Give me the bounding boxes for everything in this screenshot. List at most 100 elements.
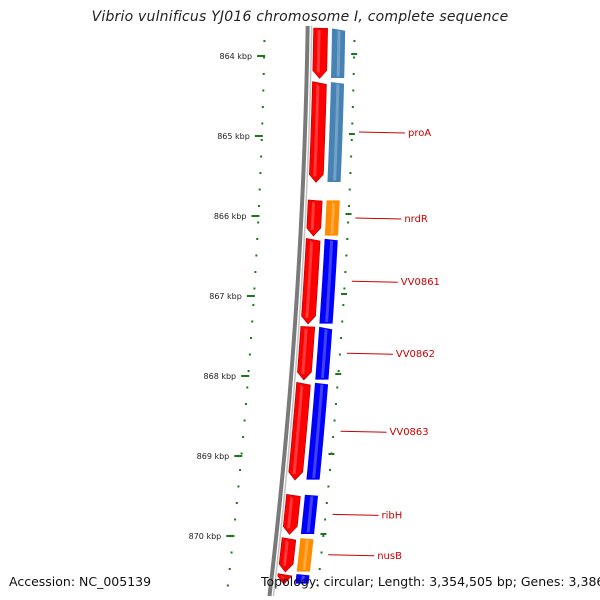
minor-tick-right	[341, 320, 344, 323]
minor-tick-left	[230, 551, 233, 554]
minor-tick-right	[351, 106, 354, 108]
minor-tick-right	[350, 155, 353, 158]
minor-tick-left	[262, 89, 265, 92]
minor-tick-right	[324, 518, 327, 521]
gene-cds-highlight	[305, 240, 314, 318]
tick-label: 870 kbp	[189, 532, 222, 541]
minor-tick-left	[253, 287, 256, 290]
minor-tick-left	[247, 370, 250, 372]
gene-cds-highlight	[301, 328, 308, 374]
minor-tick-right	[348, 188, 351, 191]
minor-tick-right	[327, 485, 330, 488]
gene-cds-highlight	[281, 575, 285, 578]
gene-label-group: proA nrdR VV0861 VV0862 VV0863 ribH nusB	[328, 128, 440, 562]
gene-cds-highlight	[313, 83, 320, 177]
minor-tick-left	[242, 436, 245, 438]
minor-tick-right	[353, 56, 356, 59]
gene-label-leader	[358, 131, 405, 134]
gene-label: nrdR	[404, 214, 428, 225]
gene-cog-highlight	[333, 83, 340, 181]
accession-text: Accession: NC_005139	[9, 574, 152, 589]
gene-cds-highlight	[292, 384, 304, 474]
minor-tick-right	[353, 40, 356, 42]
gene-cog-highlight	[312, 384, 324, 478]
minor-tick-left	[259, 172, 262, 174]
minor-tick-right	[325, 502, 328, 504]
gene-cog-band	[314, 325, 334, 381]
minor-tick-right	[334, 403, 337, 405]
tick-label: 867 kbp	[209, 292, 242, 301]
gene-label: VV0862	[396, 349, 435, 360]
minor-tick-right	[349, 172, 352, 174]
gene-cog-highlight	[336, 30, 341, 77]
minor-tick-right	[347, 221, 350, 224]
gene-label-leader	[332, 513, 379, 516]
minor-tick-right	[332, 436, 335, 438]
minor-tick-left	[244, 403, 247, 405]
minor-tick-left	[243, 419, 246, 422]
minor-tick-left	[237, 485, 240, 488]
gene-label-leader	[328, 554, 375, 557]
gene-cog-band	[323, 199, 341, 237]
gene-cds-arrow	[306, 199, 323, 237]
gene-cds-arrow	[297, 326, 316, 381]
gene-label-leader	[346, 352, 393, 355]
minor-tick-right	[343, 287, 346, 290]
minor-tick-left	[246, 386, 249, 389]
gene-cds-highlight	[282, 539, 289, 566]
minor-tick-left	[254, 271, 257, 273]
minor-tick-right	[322, 535, 325, 537]
minor-tick-left	[239, 469, 242, 471]
gene-label-leader	[340, 430, 387, 433]
minor-tick-right	[344, 271, 347, 273]
gene-cog-band	[295, 537, 315, 573]
minor-tick-left	[240, 452, 243, 455]
minor-tick-right	[318, 568, 321, 570]
minor-tick-left	[260, 139, 263, 141]
gene-cog-band	[299, 493, 319, 535]
gene-group	[277, 27, 346, 585]
minor-tick-left	[228, 568, 231, 570]
gene-cog-highlight	[302, 539, 309, 570]
major-tick-group: 864 kbp 865 kbp 866 kbp 867 kbp 868 kbp 869 k…	[189, 52, 358, 541]
gene-cog-highlight	[330, 202, 336, 234]
minor-tick-right	[346, 238, 349, 240]
gene-label: nusB	[377, 551, 402, 562]
minor-tick-left	[261, 106, 264, 108]
minor-tick-left	[250, 337, 253, 339]
minor-tick-right	[352, 89, 355, 92]
gene-label: ribH	[382, 510, 403, 521]
minor-tick-right	[333, 419, 336, 422]
minor-tick-right	[345, 254, 348, 257]
gene-cds-highlight	[287, 496, 294, 529]
minor-tick-left	[258, 188, 261, 191]
tick-label: 864 kbp	[219, 52, 252, 61]
gene-cds-arrow	[277, 573, 293, 585]
minor-tick-right	[350, 139, 353, 141]
backbone-highlight	[272, 25, 313, 597]
gene-label-leader	[351, 280, 398, 283]
minor-tick-left	[255, 254, 258, 257]
gene-cds-highlight	[316, 30, 321, 73]
minor-tick-right	[352, 73, 355, 75]
minor-tick-left	[263, 40, 266, 42]
gene-label: proA	[408, 128, 431, 139]
gene-label-leader	[355, 217, 402, 220]
gene-cog-highlight	[325, 240, 334, 322]
minor-tick-right	[351, 122, 354, 125]
minor-tick-right	[347, 205, 350, 207]
gene-cds-highlight	[310, 202, 316, 230]
minor-tick-left	[234, 518, 237, 521]
tick-label: 868 kbp	[204, 372, 237, 381]
gene-cog-band	[330, 27, 346, 79]
minor-tick-right	[320, 551, 323, 554]
minor-tick-left	[262, 73, 265, 75]
map-title: Vibrio vulnificus YJ016 chromosome I, co…	[91, 9, 509, 25]
minor-tick-right	[316, 584, 319, 587]
gene-label: VV0861	[401, 277, 440, 288]
tick-label: 866 kbp	[214, 212, 247, 221]
gene-label: VV0863	[390, 427, 429, 438]
gene-cds-arrow	[288, 382, 311, 481]
gene-cds-arrow	[301, 238, 321, 325]
